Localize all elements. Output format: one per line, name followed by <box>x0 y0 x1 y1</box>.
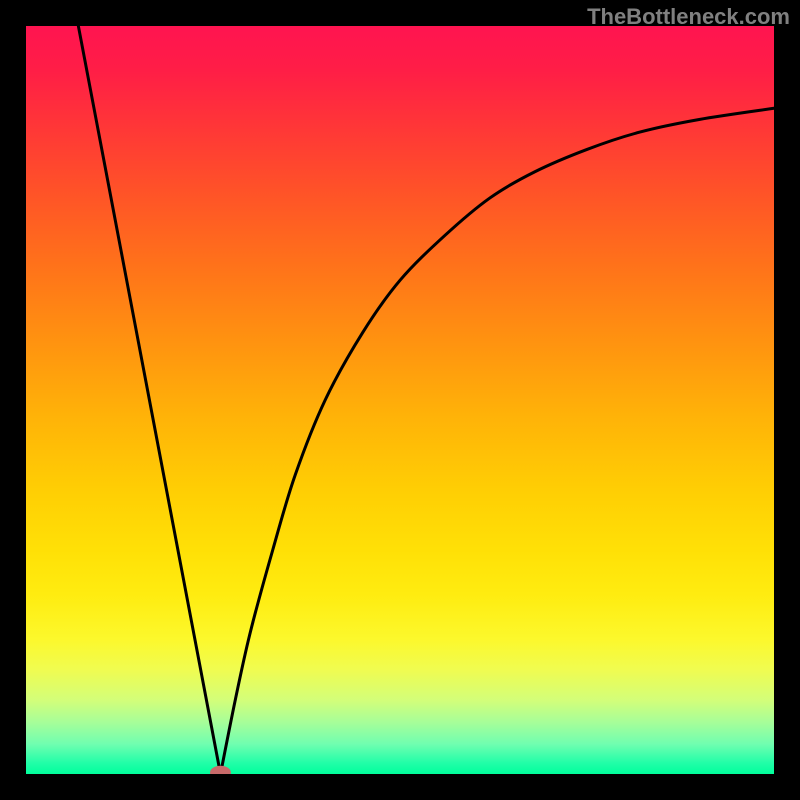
plot-background <box>26 26 774 774</box>
bottleneck-chart <box>0 0 800 800</box>
chart-container: TheBottleneck.com <box>0 0 800 800</box>
watermark-text: TheBottleneck.com <box>587 4 790 30</box>
